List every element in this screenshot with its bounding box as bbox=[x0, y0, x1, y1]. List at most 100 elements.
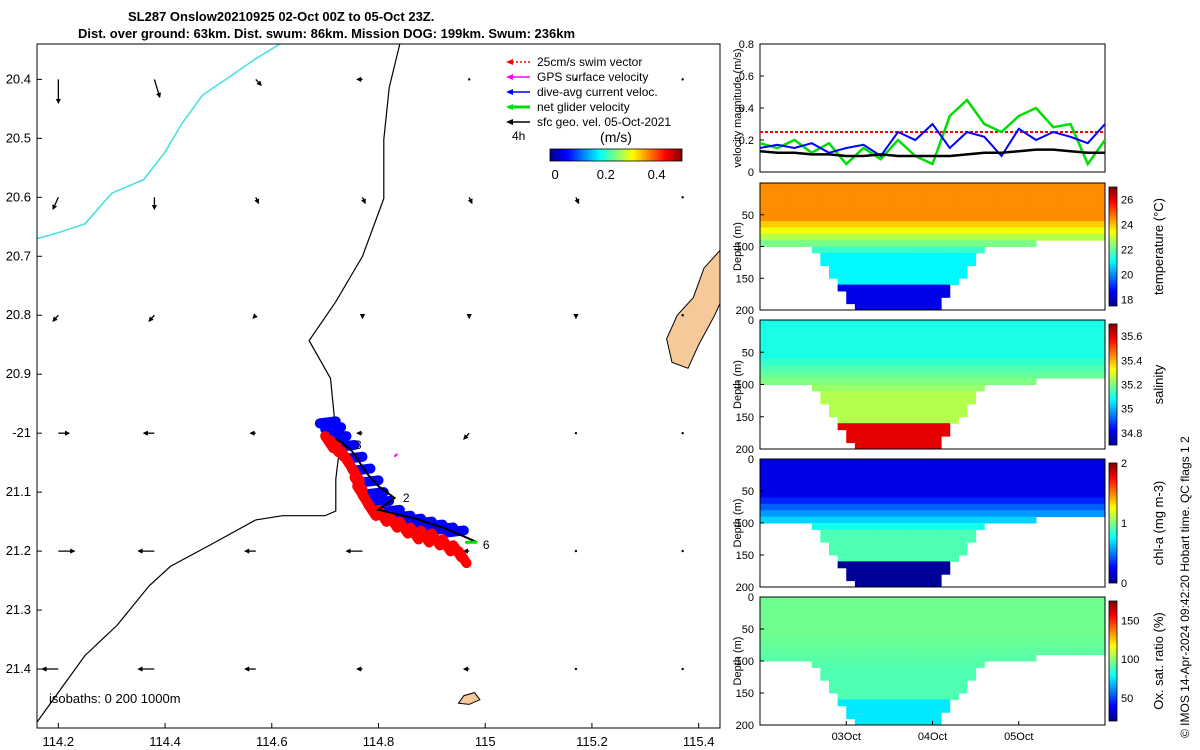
geo-vector-2-2 bbox=[252, 313, 258, 319]
section-cell-4-30-4 bbox=[1018, 484, 1028, 492]
section-cell-4-37-3 bbox=[1079, 478, 1089, 486]
section-cell-3-24-2 bbox=[967, 332, 977, 340]
section-cell-3-34-3 bbox=[1053, 339, 1063, 347]
section-cell-3-32-0 bbox=[1036, 320, 1046, 327]
section-colorbar-tick-2-2: 22 bbox=[1121, 245, 1133, 257]
section-cell-4-24-4 bbox=[967, 484, 977, 492]
section-cell-3-7-11 bbox=[820, 390, 830, 398]
section-cell-3-9-1 bbox=[837, 326, 847, 334]
section-cell-4-12-5 bbox=[863, 491, 873, 498]
section-cell-3-18-19 bbox=[915, 442, 925, 450]
section-cell-2-38-7 bbox=[1087, 227, 1097, 235]
section-cell-4-2-6 bbox=[777, 497, 787, 505]
section-cell-4-34-6 bbox=[1053, 497, 1063, 505]
section-cell-3-20-8 bbox=[932, 371, 942, 379]
section-cell-3-0-4 bbox=[760, 345, 770, 353]
section-cell-5-2-2 bbox=[777, 609, 787, 617]
section-cell-5-5-5 bbox=[803, 629, 813, 636]
section-cell-4-18-14 bbox=[915, 548, 925, 556]
section-cell-3-16-10 bbox=[898, 384, 908, 392]
section-cell-4-31-7 bbox=[1027, 503, 1037, 511]
section-cell-2-37-0 bbox=[1079, 183, 1089, 190]
section-cell-3-29-3 bbox=[1010, 339, 1020, 347]
section-y-tick-label-3-0: 0 bbox=[748, 315, 754, 327]
section-cell-2-19-11 bbox=[923, 252, 933, 260]
section-cell-4-36-3 bbox=[1070, 478, 1080, 486]
section-cell-4-18-1 bbox=[915, 465, 925, 473]
section-y-axis-label-5: Depth (m) bbox=[732, 637, 744, 686]
section-cell-3-9-16 bbox=[837, 423, 847, 431]
section-cell-4-12-18 bbox=[863, 574, 873, 582]
section-cell-2-9-1 bbox=[837, 189, 847, 197]
section-cell-4-25-0 bbox=[975, 459, 985, 466]
section-cell-3-19-11 bbox=[923, 390, 933, 398]
section-cell-4-19-1 bbox=[923, 465, 933, 473]
section-cell-2-39-6 bbox=[1096, 221, 1106, 228]
section-cell-2-29-7 bbox=[1010, 227, 1020, 235]
section-cell-4-9-6 bbox=[837, 497, 847, 505]
section-cell-5-10-12 bbox=[846, 673, 856, 681]
section-cell-2-30-6 bbox=[1018, 221, 1028, 228]
section-cell-5-6-3 bbox=[811, 616, 821, 624]
section-cell-4-12-14 bbox=[863, 548, 873, 556]
section-cell-4-13-15 bbox=[872, 555, 882, 562]
section-cell-4-12-6 bbox=[863, 497, 873, 505]
section-cell-3-16-4 bbox=[898, 345, 908, 353]
section-cell-3-34-1 bbox=[1053, 326, 1063, 334]
section-cell-2-21-11 bbox=[941, 252, 951, 260]
section-cell-3-3-3 bbox=[785, 339, 795, 347]
section-cell-5-11-7 bbox=[854, 641, 864, 649]
section-cell-4-12-10 bbox=[863, 523, 873, 530]
section-cell-2-23-13 bbox=[958, 265, 968, 273]
section-cell-4-7-6 bbox=[820, 497, 830, 505]
section-cell-5-39-5 bbox=[1096, 629, 1106, 636]
section-cell-5-22-3 bbox=[949, 616, 959, 624]
section-cell-5-32-0 bbox=[1036, 597, 1046, 604]
section-cell-2-18-9 bbox=[915, 240, 925, 247]
section-cell-2-35-0 bbox=[1061, 183, 1071, 190]
section-cell-4-15-15 bbox=[889, 555, 899, 562]
section-cell-5-19-8 bbox=[923, 648, 933, 656]
section-cell-4-22-7 bbox=[949, 503, 959, 511]
section-cell-3-21-14 bbox=[941, 410, 951, 418]
geo-vector-0-6 bbox=[681, 78, 684, 81]
section-cell-3-35-6 bbox=[1061, 358, 1071, 366]
legend-arrow-1 bbox=[506, 74, 513, 80]
section-cell-2-23-8 bbox=[958, 233, 968, 241]
section-cell-5-30-0 bbox=[1018, 597, 1028, 604]
section-cell-3-14-6 bbox=[880, 358, 890, 366]
section-cell-4-21-4 bbox=[941, 484, 951, 492]
section-cell-4-38-1 bbox=[1087, 465, 1097, 473]
section-cell-5-38-5 bbox=[1087, 629, 1097, 636]
section-cell-5-5-8 bbox=[803, 648, 813, 656]
section-cell-2-21-8 bbox=[941, 233, 951, 241]
section-cell-2-11-7 bbox=[854, 227, 864, 235]
section-cell-2-36-8 bbox=[1070, 233, 1080, 241]
section-cell-3-14-11 bbox=[880, 390, 890, 398]
section-cell-2-8-2 bbox=[829, 195, 839, 203]
section-cell-5-36-2 bbox=[1070, 609, 1080, 617]
section-cell-4-37-8 bbox=[1079, 510, 1089, 518]
section-cell-4-2-1 bbox=[777, 465, 787, 473]
section-cell-2-13-13 bbox=[872, 265, 882, 273]
section-cell-2-20-10 bbox=[932, 246, 942, 254]
section-colorbar-tick-4-1: 1 bbox=[1121, 518, 1127, 530]
section-cell-2-17-18 bbox=[906, 297, 916, 305]
section-cell-3-35-3 bbox=[1061, 339, 1071, 347]
section-cell-3-25-8 bbox=[975, 371, 985, 379]
section-cell-2-10-11 bbox=[846, 252, 856, 260]
velocity-y-tick-label-1: 0.2 bbox=[739, 135, 754, 147]
section-cell-4-3-5 bbox=[785, 491, 795, 498]
section-cell-3-37-6 bbox=[1079, 358, 1089, 366]
section-cell-2-19-15 bbox=[923, 278, 933, 286]
section-cell-5-10-0 bbox=[846, 597, 856, 604]
section-cell-2-28-2 bbox=[1001, 195, 1011, 203]
section-cell-5-32-2 bbox=[1036, 609, 1046, 617]
section-cell-4-26-7 bbox=[984, 503, 994, 511]
section-cell-4-12-16 bbox=[863, 561, 873, 569]
section-cell-3-38-0 bbox=[1087, 320, 1097, 327]
section-cell-5-11-14 bbox=[854, 686, 864, 694]
section-cell-5-25-3 bbox=[975, 616, 985, 624]
section-cell-5-25-8 bbox=[975, 648, 985, 656]
section-cell-3-14-2 bbox=[880, 332, 890, 340]
